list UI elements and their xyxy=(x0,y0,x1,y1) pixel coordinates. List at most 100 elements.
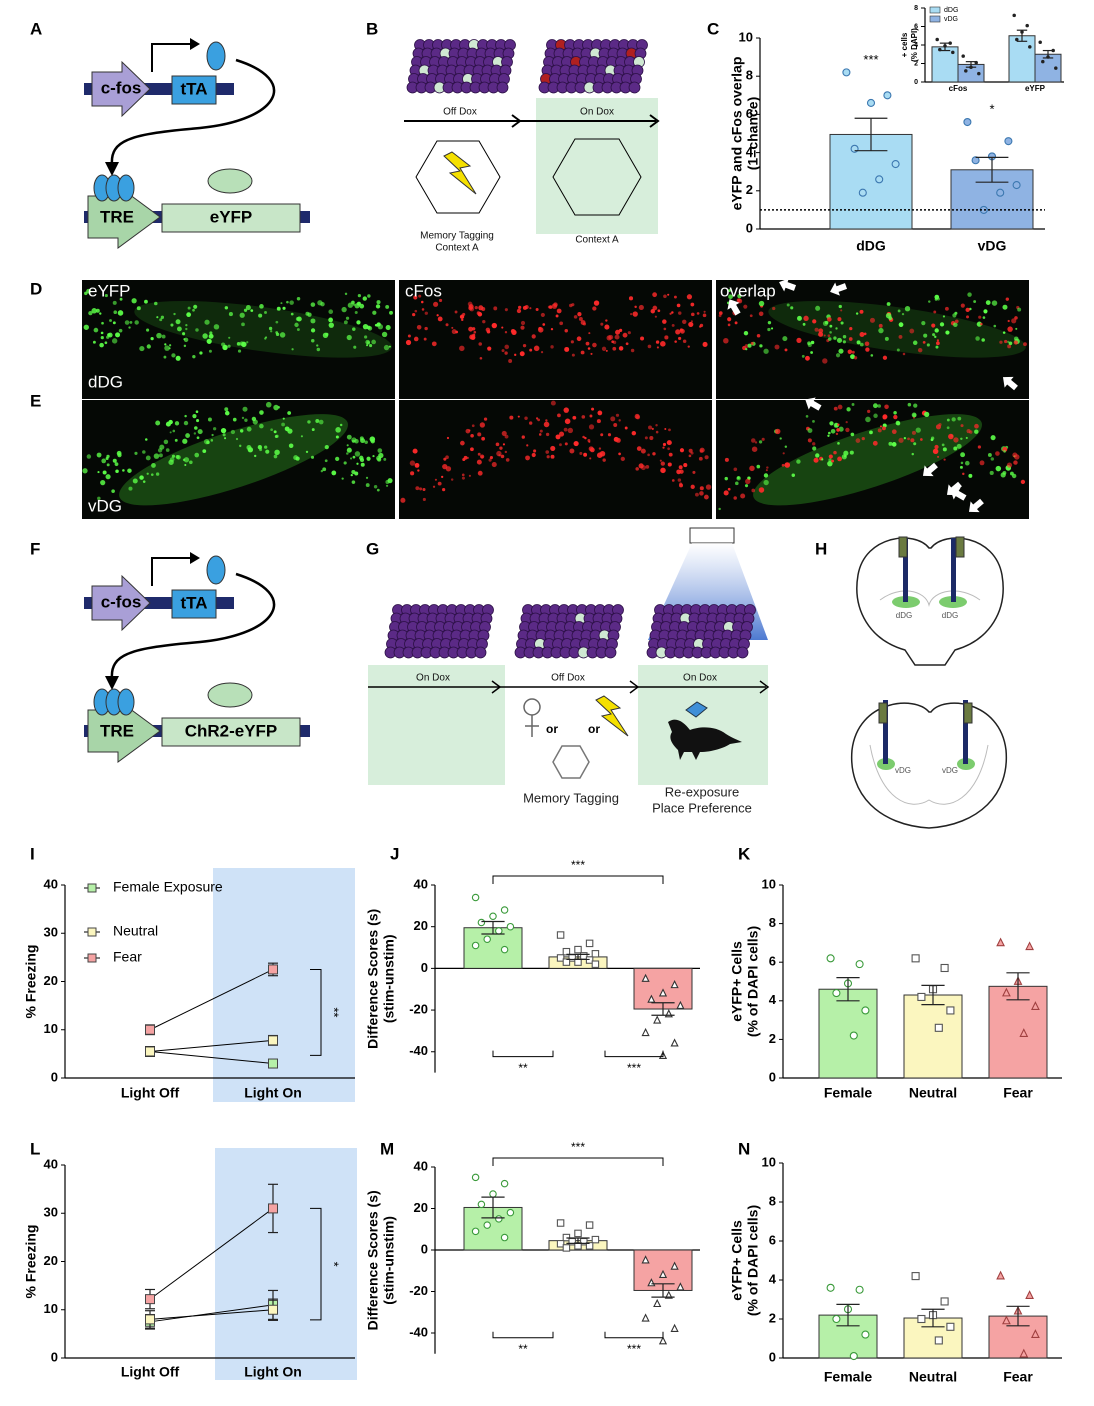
data-point xyxy=(585,1221,594,1229)
cell-signal xyxy=(657,309,661,313)
cell-signal xyxy=(812,446,817,451)
cell-signal xyxy=(346,452,349,455)
y-axis-label: + cells xyxy=(900,32,909,57)
data-point xyxy=(489,1190,497,1198)
cell-signal xyxy=(727,487,731,491)
cell-signal xyxy=(745,348,748,351)
cell-signal xyxy=(324,459,328,463)
legend-label: vDG xyxy=(944,16,958,23)
or-label: or xyxy=(588,722,600,736)
cell-signal xyxy=(128,486,133,491)
cell-signal xyxy=(674,340,677,343)
cell-signal xyxy=(310,302,316,307)
cell-signal xyxy=(227,344,231,348)
cell-signal xyxy=(483,417,488,421)
cell-signal xyxy=(341,306,347,313)
cell-signal xyxy=(975,336,980,341)
cell-signal xyxy=(719,311,723,315)
cell-signal xyxy=(758,440,763,444)
cell-signal xyxy=(556,308,562,314)
cell-signal xyxy=(911,452,914,456)
cell-signal xyxy=(296,296,301,301)
cell-signal xyxy=(194,426,198,430)
cell-signal xyxy=(897,309,901,313)
cell-signal xyxy=(268,326,273,331)
bar xyxy=(1008,35,1036,83)
cell-signal xyxy=(923,333,928,338)
cell-signal xyxy=(142,480,146,483)
cell-signal xyxy=(995,451,1000,456)
cell-signal xyxy=(679,469,684,474)
cell-signal xyxy=(678,336,682,341)
cell-signal xyxy=(550,400,556,406)
context-label: Context A xyxy=(575,235,619,246)
cell-signal xyxy=(407,334,411,338)
cell-signal xyxy=(420,300,424,304)
cell-signal xyxy=(636,446,642,451)
cell-signal xyxy=(222,433,226,437)
cell-signal xyxy=(953,446,958,451)
cell-signal xyxy=(389,310,393,315)
optic-fiber xyxy=(963,700,968,764)
cell-signal xyxy=(478,342,482,346)
cell-signal xyxy=(695,492,699,497)
cell-signal xyxy=(224,407,229,412)
cell-signal xyxy=(183,344,187,348)
cell-signal xyxy=(936,297,940,301)
cell-signal xyxy=(973,300,977,303)
x-tick-label: eYFP xyxy=(1025,84,1046,93)
cell-signal xyxy=(522,343,527,348)
cell-signal xyxy=(903,437,907,440)
panel-label: F xyxy=(30,539,40,558)
cell-signal xyxy=(926,343,930,347)
cell-signal xyxy=(589,414,593,418)
cell-signal xyxy=(1007,340,1010,343)
data-point xyxy=(653,1015,662,1024)
cell-signal xyxy=(287,411,292,415)
micrograph xyxy=(82,400,395,519)
cell-signal xyxy=(460,440,465,446)
cell-signal xyxy=(917,347,923,353)
ferrule xyxy=(955,536,965,558)
cell-signal xyxy=(640,336,645,341)
y-tick-label: 0 xyxy=(51,1349,58,1364)
cell-signal xyxy=(241,322,245,327)
transcription-arrow xyxy=(151,43,190,72)
line-marker xyxy=(145,1314,155,1325)
cell-signal xyxy=(948,433,954,440)
cell-signal xyxy=(698,456,703,461)
cell-signal xyxy=(118,328,123,333)
promoter-label: c-fos xyxy=(101,592,142,611)
cell-signal xyxy=(1006,462,1013,468)
legend-label: Female Exposure xyxy=(113,879,223,895)
cell-signal xyxy=(912,413,917,418)
cell-signal xyxy=(129,321,133,324)
cell-signal xyxy=(699,491,704,496)
cell-signal xyxy=(662,319,667,324)
cell-signal xyxy=(679,448,685,453)
cell-signal xyxy=(210,439,214,442)
data-point xyxy=(556,931,565,939)
cell-signal xyxy=(242,406,248,412)
cell-signal xyxy=(656,346,659,349)
tta-box xyxy=(171,75,217,105)
cell-signal xyxy=(169,344,172,347)
cell-signal xyxy=(669,312,672,315)
cell-signal xyxy=(315,419,320,423)
cell-signal xyxy=(750,341,754,346)
cell-signal xyxy=(797,315,802,321)
cell-signal xyxy=(331,470,337,476)
cell-signal xyxy=(869,317,875,323)
cell-signal xyxy=(588,424,595,430)
cell-signal xyxy=(967,292,972,297)
cell-signal xyxy=(664,428,667,431)
cell-signal xyxy=(184,463,187,467)
cell-signal xyxy=(525,455,530,461)
cell-signal xyxy=(328,317,333,323)
cell-signal xyxy=(344,292,348,296)
marker-arrow xyxy=(922,462,938,477)
cell-signal xyxy=(550,327,554,331)
cell-signal xyxy=(835,327,838,330)
cell-signal xyxy=(385,484,389,487)
cell-signal xyxy=(827,317,832,322)
